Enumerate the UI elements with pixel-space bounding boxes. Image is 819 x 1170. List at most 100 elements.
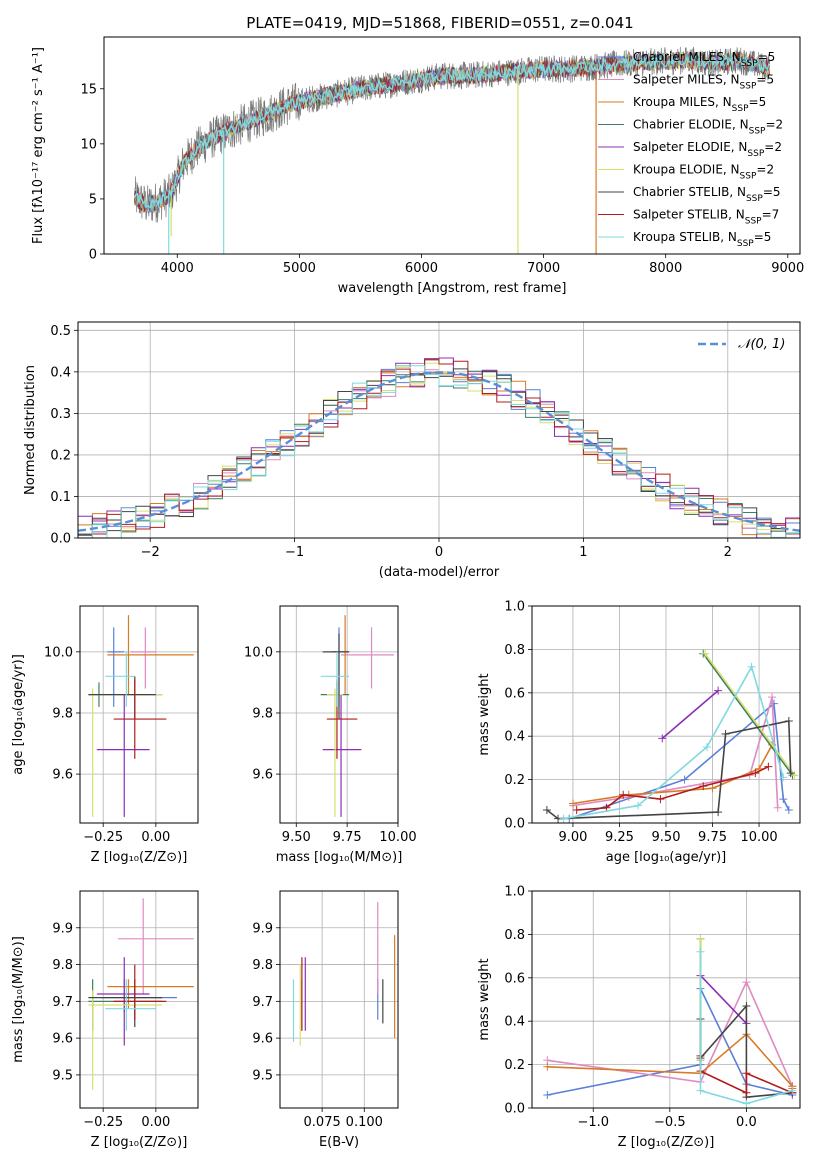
y-tick-label: 9.5 [52, 1068, 73, 1083]
mass_vs_ebv-xlabel: E(B-V) [319, 1135, 359, 1150]
mass_vs_Z-xlabel: Z [log₁₀(Z/Z⊙)] [91, 1135, 188, 1150]
x-tick-label: 9.75 [333, 830, 362, 845]
legend-entry: Salpeter ELODIE, NSSP=2 [633, 140, 782, 159]
y-tick-label: 0.3 [50, 407, 71, 422]
weight-marker [701, 649, 710, 658]
legend-entry: Kroupa MILES, NSSP=5 [633, 95, 766, 114]
weight-marker [784, 717, 793, 726]
x-tick-label: −2 [141, 545, 160, 560]
y-tick-label: 0.1 [50, 490, 71, 505]
x-tick-label: 9.25 [605, 830, 634, 845]
weight-marker [568, 799, 577, 808]
y-tick-label: 0.2 [50, 448, 71, 463]
x-tick-label: 9.75 [698, 830, 727, 845]
x-tick-label: 6000 [405, 261, 438, 276]
x-tick-label: 0.075 [304, 1115, 341, 1130]
y-tick-label: 9.8 [252, 706, 273, 721]
weight-marker [572, 805, 581, 814]
age_vs_Z-axes: −0.25 0.00 9.6 9.8 10.0 [44, 606, 198, 845]
spectrum-lines [133, 46, 770, 254]
weight_vs_age-lines [542, 649, 799, 823]
weight_vs_age-frame [531, 605, 801, 824]
weight-marker [751, 769, 760, 778]
y-tick-label: 9.6 [252, 768, 273, 783]
weight-marker [786, 769, 795, 778]
y-tick-label: 0.4 [504, 730, 525, 745]
weight-marker [708, 784, 717, 793]
mass_vs_ebv-errorbars [292, 902, 396, 1046]
y-tick-label: 0.0 [504, 1102, 525, 1117]
x-tick-label: 7000 [527, 261, 560, 276]
weight-marker [658, 734, 667, 743]
weight-marker [542, 805, 551, 814]
weight-marker [714, 686, 723, 695]
x-tick-label: −0.5 [654, 1115, 686, 1130]
weight-marker [788, 1086, 797, 1095]
weight-marker [764, 762, 773, 771]
y-tick-label: 9.8 [52, 958, 73, 973]
weight-series-7 [576, 765, 769, 811]
spectrum-frame [103, 36, 801, 255]
y-tick-label: 0.0 [50, 532, 71, 547]
weight_vs_Z-frame [531, 890, 801, 1109]
weight-marker [769, 699, 778, 708]
y-tick-label: 15 [80, 82, 97, 97]
y-tick-label: 9.5 [252, 1068, 273, 1083]
age_vs_mass-errorbars [320, 615, 394, 817]
x-tick-label: 0.00 [141, 1115, 170, 1130]
mass_vs_Z-frame [79, 890, 199, 1109]
weight-marker [721, 730, 730, 739]
y-tick-label: 9.9 [52, 921, 73, 936]
x-tick-label: 9.00 [558, 830, 587, 845]
spectrum-xlabel: wavelength [Angstrom, rest frame] [338, 281, 567, 296]
x-tick-label: 10.00 [740, 830, 777, 845]
residuals-ylabel: Normed distribution [23, 365, 38, 495]
weight-marker [742, 1002, 751, 1011]
weight_vs_Z-axes: −1.0 −0.5 0.0 0.0 0.2 0.4 0.6 0.8 1.0 [504, 885, 800, 1130]
histogram-steps [78, 357, 800, 538]
x-tick-label: −1.0 [577, 1115, 609, 1130]
legend-entry: Chabrier STELIB, NSSP=5 [633, 185, 781, 204]
weight-marker [634, 801, 643, 810]
x-tick-label: 9.50 [282, 830, 311, 845]
y-tick-label: 10.0 [44, 645, 73, 660]
weight-marker [702, 743, 711, 752]
histogram-series-8 [78, 365, 800, 538]
x-tick-label: −0.25 [83, 830, 123, 845]
spectrum-axes: 4000 5000 6000 7000 8000 9000 0 5 10 15 [80, 82, 804, 276]
x-tick-label: 9.50 [652, 830, 681, 845]
weight_vs_age-ylabel: mass weight [477, 673, 492, 755]
legend-entry: Chabrier MILES, NSSP=5 [633, 50, 775, 69]
weight-marker [680, 775, 689, 784]
y-tick-label: 9.7 [252, 995, 273, 1010]
y-tick-label: 0.6 [504, 971, 525, 986]
y-tick-label: 0.8 [504, 928, 525, 943]
y-tick-label: 9.6 [52, 768, 73, 783]
residuals-frame [77, 321, 801, 539]
weight-marker [559, 814, 568, 823]
spectrum-title: PLATE=0419, MJD=51868, FIBERID=0551, z=0… [246, 14, 633, 32]
y-tick-label: 0.6 [504, 686, 525, 701]
y-tick-label: 5 [89, 192, 97, 207]
residuals-legend: 𝒩(0, 1) [738, 337, 785, 352]
y-tick-label: 9.8 [52, 706, 73, 721]
y-tick-label: 0.5 [50, 324, 71, 339]
age_vs_mass-xlabel: mass [log₁₀(M/M⊙)] [276, 850, 403, 865]
weight-marker [773, 803, 782, 812]
age_vs_Z-ylabel: age [log₁₀(age/yr)] [11, 654, 26, 775]
mass_vs_Z-errorbars [88, 898, 194, 1090]
weight-marker [779, 773, 788, 782]
y-tick-label: 10 [80, 137, 97, 152]
weight-marker [543, 1090, 552, 1099]
weight-marker [714, 808, 723, 817]
weight-marker [619, 790, 628, 799]
weight-marker [696, 947, 705, 956]
y-tick-label: 0.4 [50, 365, 71, 380]
y-tick-label: 9.6 [52, 1032, 73, 1047]
x-tick-label: 8000 [649, 261, 682, 276]
age_vs_Z-frame [79, 605, 199, 824]
x-tick-label: 4000 [161, 261, 194, 276]
y-tick-label: 1.0 [504, 885, 525, 900]
best-model-spectrum [133, 54, 770, 209]
